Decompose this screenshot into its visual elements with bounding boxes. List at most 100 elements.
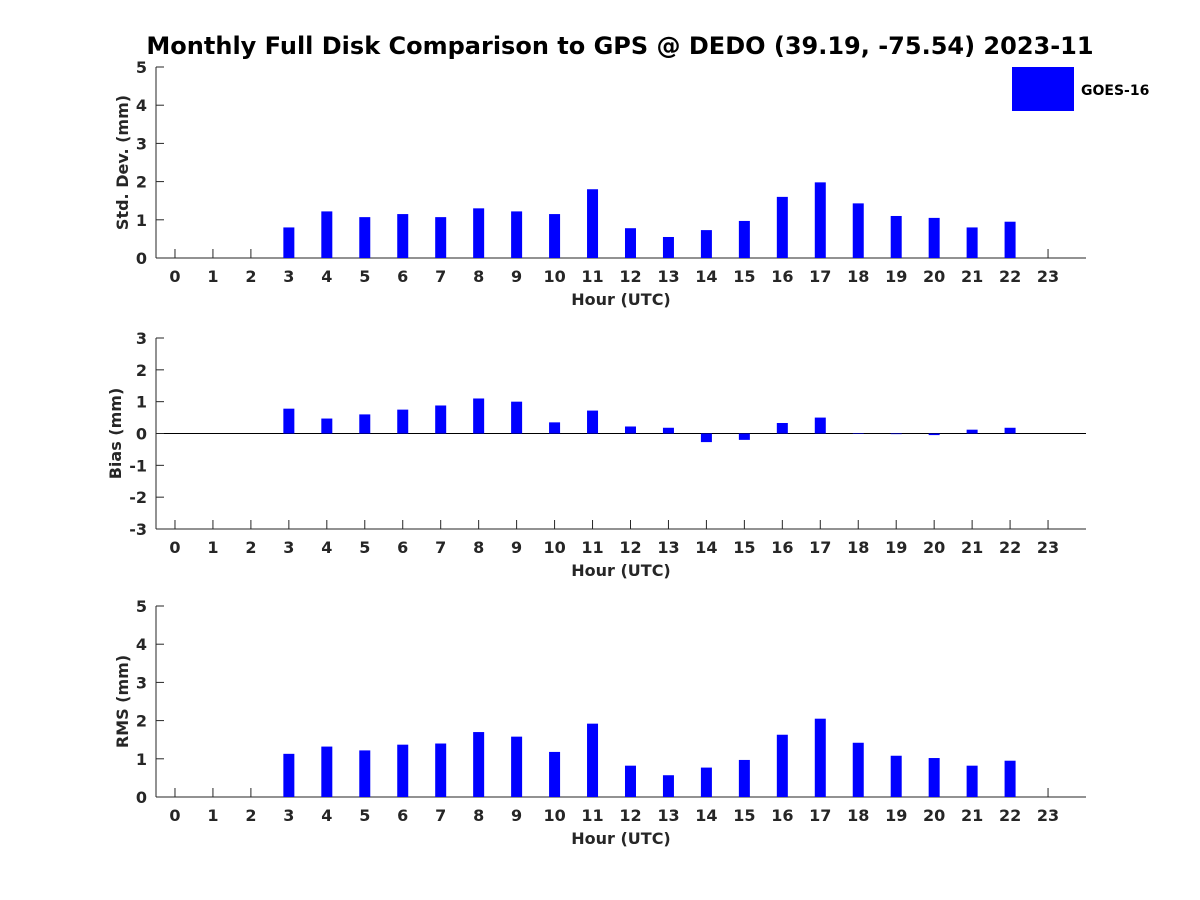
x-tick-label: 1 (207, 806, 218, 825)
bar (511, 736, 523, 797)
y-tick-label: 2 (136, 173, 147, 192)
x-tick-label: 23 (1037, 806, 1059, 825)
x-tick-label: 9 (511, 538, 522, 557)
x-tick-label: 5 (359, 538, 370, 557)
bar (852, 742, 864, 797)
x-tick-label: 18 (847, 806, 869, 825)
bar (473, 732, 485, 797)
bar (814, 182, 826, 258)
x-tick-label: 1 (207, 267, 218, 286)
x-tick-label: 21 (961, 538, 983, 557)
y-tick-label: 2 (136, 712, 147, 731)
bar (283, 408, 295, 434)
bar (852, 433, 864, 434)
x-tick-label: 2 (245, 267, 256, 286)
x-tick-label: 8 (473, 267, 484, 286)
bar (738, 433, 750, 440)
x-axis-label: Hour (UTC) (571, 829, 671, 848)
bar (1004, 760, 1016, 797)
x-tick-label: 9 (511, 806, 522, 825)
bar (549, 751, 561, 797)
bar (738, 220, 750, 258)
bar (890, 433, 902, 435)
x-tick-label: 3 (283, 267, 294, 286)
y-axis-label: Std. Dev. (mm) (113, 95, 132, 230)
bar (1004, 221, 1016, 258)
y-tick-label: 1 (136, 750, 147, 769)
x-tick-label: 15 (733, 267, 755, 286)
x-tick-label: 6 (397, 267, 408, 286)
x-tick-label: 17 (809, 806, 831, 825)
x-tick-label: 13 (657, 267, 679, 286)
legend: GOES-16 (1012, 67, 1149, 111)
x-tick-label: 16 (771, 538, 793, 557)
bar (1004, 427, 1016, 434)
x-tick-label: 21 (961, 267, 983, 286)
x-tick-label: 2 (245, 538, 256, 557)
x-tick-label: 17 (809, 267, 831, 286)
bar (966, 765, 978, 797)
legend-label: GOES-16 (1081, 83, 1149, 99)
x-tick-label: 8 (473, 538, 484, 557)
bar (814, 417, 826, 434)
x-tick-label: 14 (695, 267, 717, 286)
y-tick-label: 2 (136, 361, 147, 380)
bar (359, 414, 371, 434)
bar (700, 433, 712, 443)
x-axis-label: Hour (UTC) (571, 561, 671, 580)
x-tick-label: 14 (695, 806, 717, 825)
bar (473, 398, 485, 434)
x-tick-label: 2 (245, 806, 256, 825)
x-tick-label: 13 (657, 538, 679, 557)
bar (776, 196, 788, 258)
chart-title: Monthly Full Disk Comparison to GPS @ DE… (146, 32, 1093, 60)
x-tick-label: 1 (207, 538, 218, 557)
x-tick-label: 16 (771, 267, 793, 286)
bar (928, 758, 940, 797)
x-tick-label: 10 (543, 538, 565, 557)
x-tick-label: 20 (923, 538, 945, 557)
x-tick-label: 15 (733, 538, 755, 557)
bar (397, 214, 409, 258)
bar (359, 217, 371, 258)
bar (435, 405, 447, 434)
bar (435, 217, 447, 258)
x-tick-label: 9 (511, 267, 522, 286)
y-axis-label: Bias (mm) (106, 388, 125, 480)
x-tick-label: 19 (885, 806, 907, 825)
bar (549, 214, 561, 258)
bar (397, 409, 409, 434)
y-tick-label: -1 (129, 456, 147, 475)
bar (662, 775, 674, 797)
x-tick-label: 5 (359, 806, 370, 825)
bar (587, 723, 599, 797)
x-tick-label: 14 (695, 538, 717, 557)
bar (928, 433, 940, 436)
bar (928, 217, 940, 258)
bar (700, 230, 712, 258)
bar (776, 734, 788, 797)
x-tick-label: 18 (847, 267, 869, 286)
x-tick-label: 4 (321, 538, 332, 557)
y-tick-label: 0 (136, 425, 147, 444)
x-tick-label: 15 (733, 806, 755, 825)
y-tick-label: 3 (136, 134, 147, 153)
bar (662, 236, 674, 258)
bar (473, 208, 485, 258)
y-tick-label: 3 (136, 673, 147, 692)
bar (321, 211, 333, 258)
bar (511, 401, 523, 434)
bar (435, 743, 447, 797)
x-tick-label: 12 (619, 806, 641, 825)
x-tick-label: 20 (923, 267, 945, 286)
y-tick-label: 4 (136, 96, 147, 115)
x-tick-label: 22 (999, 267, 1021, 286)
x-tick-label: 20 (923, 806, 945, 825)
bar (511, 211, 523, 258)
x-axis-label: Hour (UTC) (571, 290, 671, 309)
bar (624, 228, 636, 258)
